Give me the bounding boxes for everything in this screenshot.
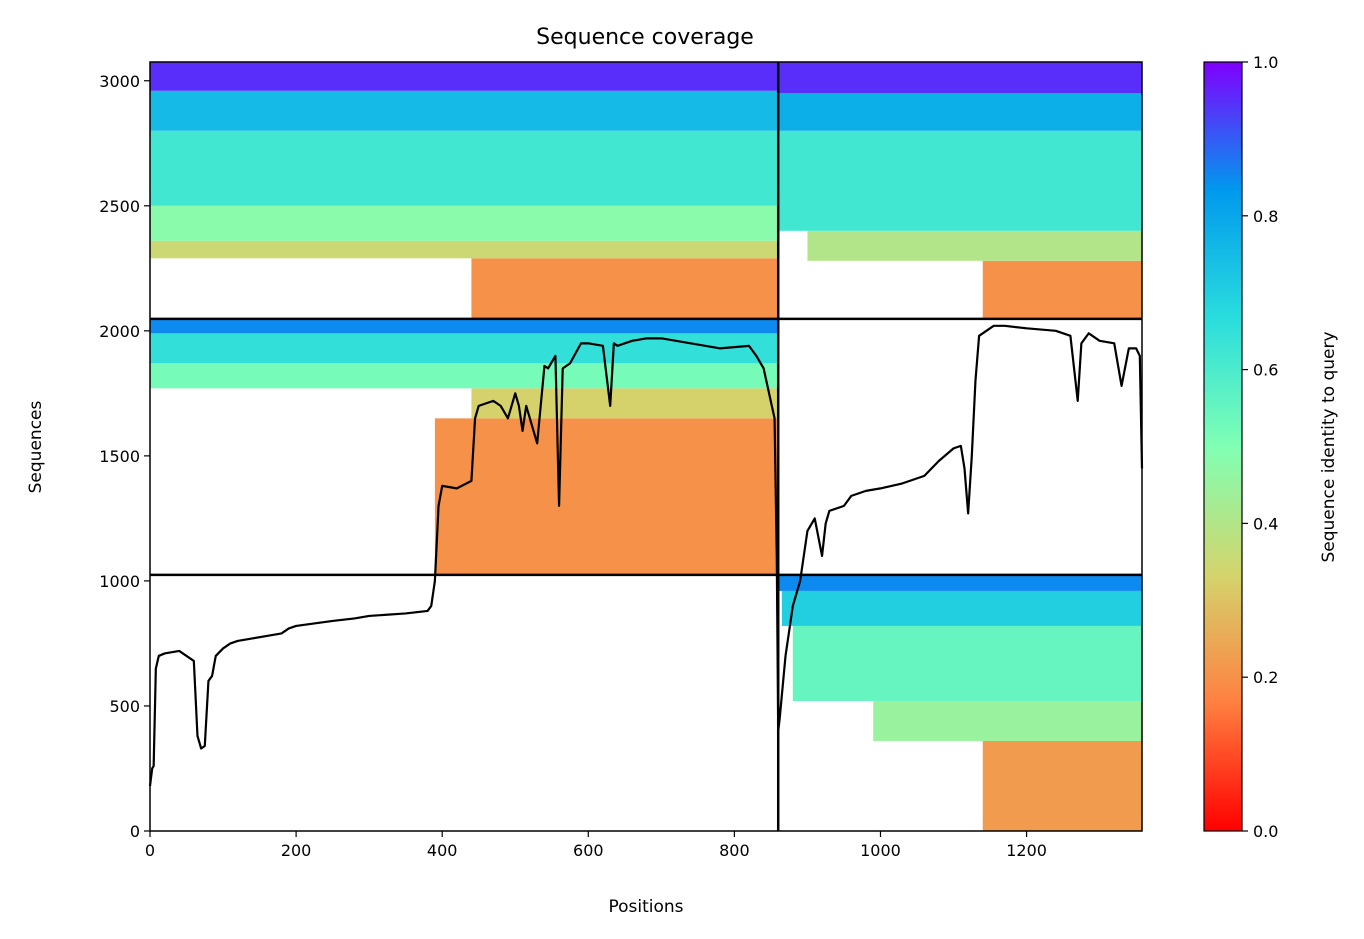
coverage-series-line <box>148 324 1144 787</box>
x-axis-label: Positions <box>608 897 683 917</box>
heat-band-0-0 <box>982 740 1142 831</box>
x-tick-label: 1000 <box>860 841 901 860</box>
x-tick-label: 800 <box>719 841 750 860</box>
heat-band-2-2 <box>150 205 779 241</box>
heat-band-1-2 <box>150 363 779 389</box>
heat-band-1-0 <box>434 418 779 575</box>
x-tick-label: 400 <box>427 841 458 860</box>
colorbar-label: Sequence identity to query <box>1319 331 1339 562</box>
colorbar-tick-label: 0.8 <box>1253 207 1278 226</box>
coverage-heatmap <box>150 62 1142 831</box>
heat-band-2-3 <box>150 130 779 206</box>
colorbar <box>1203 61 1243 832</box>
heat-band-0-4 <box>778 574 1142 591</box>
coverage-line <box>148 324 1144 787</box>
colorbar-tick-label: 0.4 <box>1253 514 1278 533</box>
heat-band-0-3 <box>781 590 1142 626</box>
heat-band-3-2 <box>778 130 1142 231</box>
heat-band-2-4 <box>150 90 779 131</box>
heat-band-3-3 <box>778 93 1142 131</box>
heat-band-0-2 <box>792 625 1142 701</box>
y-tick-label: 1000 <box>99 572 140 591</box>
heat-band-1-1 <box>471 388 779 419</box>
colorbar-tick-label: 1.0 <box>1253 53 1278 72</box>
heat-band-2-1 <box>150 240 779 259</box>
x-tick-label: 1200 <box>1006 841 1047 860</box>
heat-band-2-0 <box>471 258 779 319</box>
colorbar-tick-label: 0.0 <box>1253 822 1278 841</box>
heat-band-3-4 <box>778 62 1142 94</box>
heat-band-2-5 <box>150 62 779 91</box>
x-tick-label: 600 <box>573 841 604 860</box>
y-tick-label: 0 <box>130 822 140 841</box>
y-tick-label: 3000 <box>99 72 140 91</box>
heat-band-0-1 <box>873 700 1142 741</box>
colorbar-ticks: 0.0 0.2 0.4 0.6 0.8 1.0 <box>1242 53 1278 841</box>
y-tick-label: 2500 <box>99 197 140 216</box>
heat-band-1-3 <box>150 333 779 364</box>
heat-band-3-0 <box>982 260 1142 319</box>
chart-title: Sequence coverage <box>536 25 754 50</box>
y-axis-ticks: 0 500 1000 1500 2000 2500 3000 <box>99 72 150 841</box>
heat-band-1-4 <box>150 318 779 334</box>
heat-band-3-1 <box>807 230 1142 261</box>
x-axis-ticks: 0 200 400 600 800 1000 1200 <box>145 831 1047 860</box>
y-tick-label: 1500 <box>99 447 140 466</box>
y-axis-label: Sequences <box>26 401 46 494</box>
plot-frame <box>149 61 1143 832</box>
y-tick-label: 500 <box>109 697 140 716</box>
y-tick-label: 2000 <box>99 322 140 341</box>
x-tick-label: 200 <box>281 841 312 860</box>
colorbar-tick-label: 0.6 <box>1253 361 1278 380</box>
colorbar-tick-label: 0.2 <box>1253 668 1278 687</box>
x-tick-label: 0 <box>145 841 155 860</box>
